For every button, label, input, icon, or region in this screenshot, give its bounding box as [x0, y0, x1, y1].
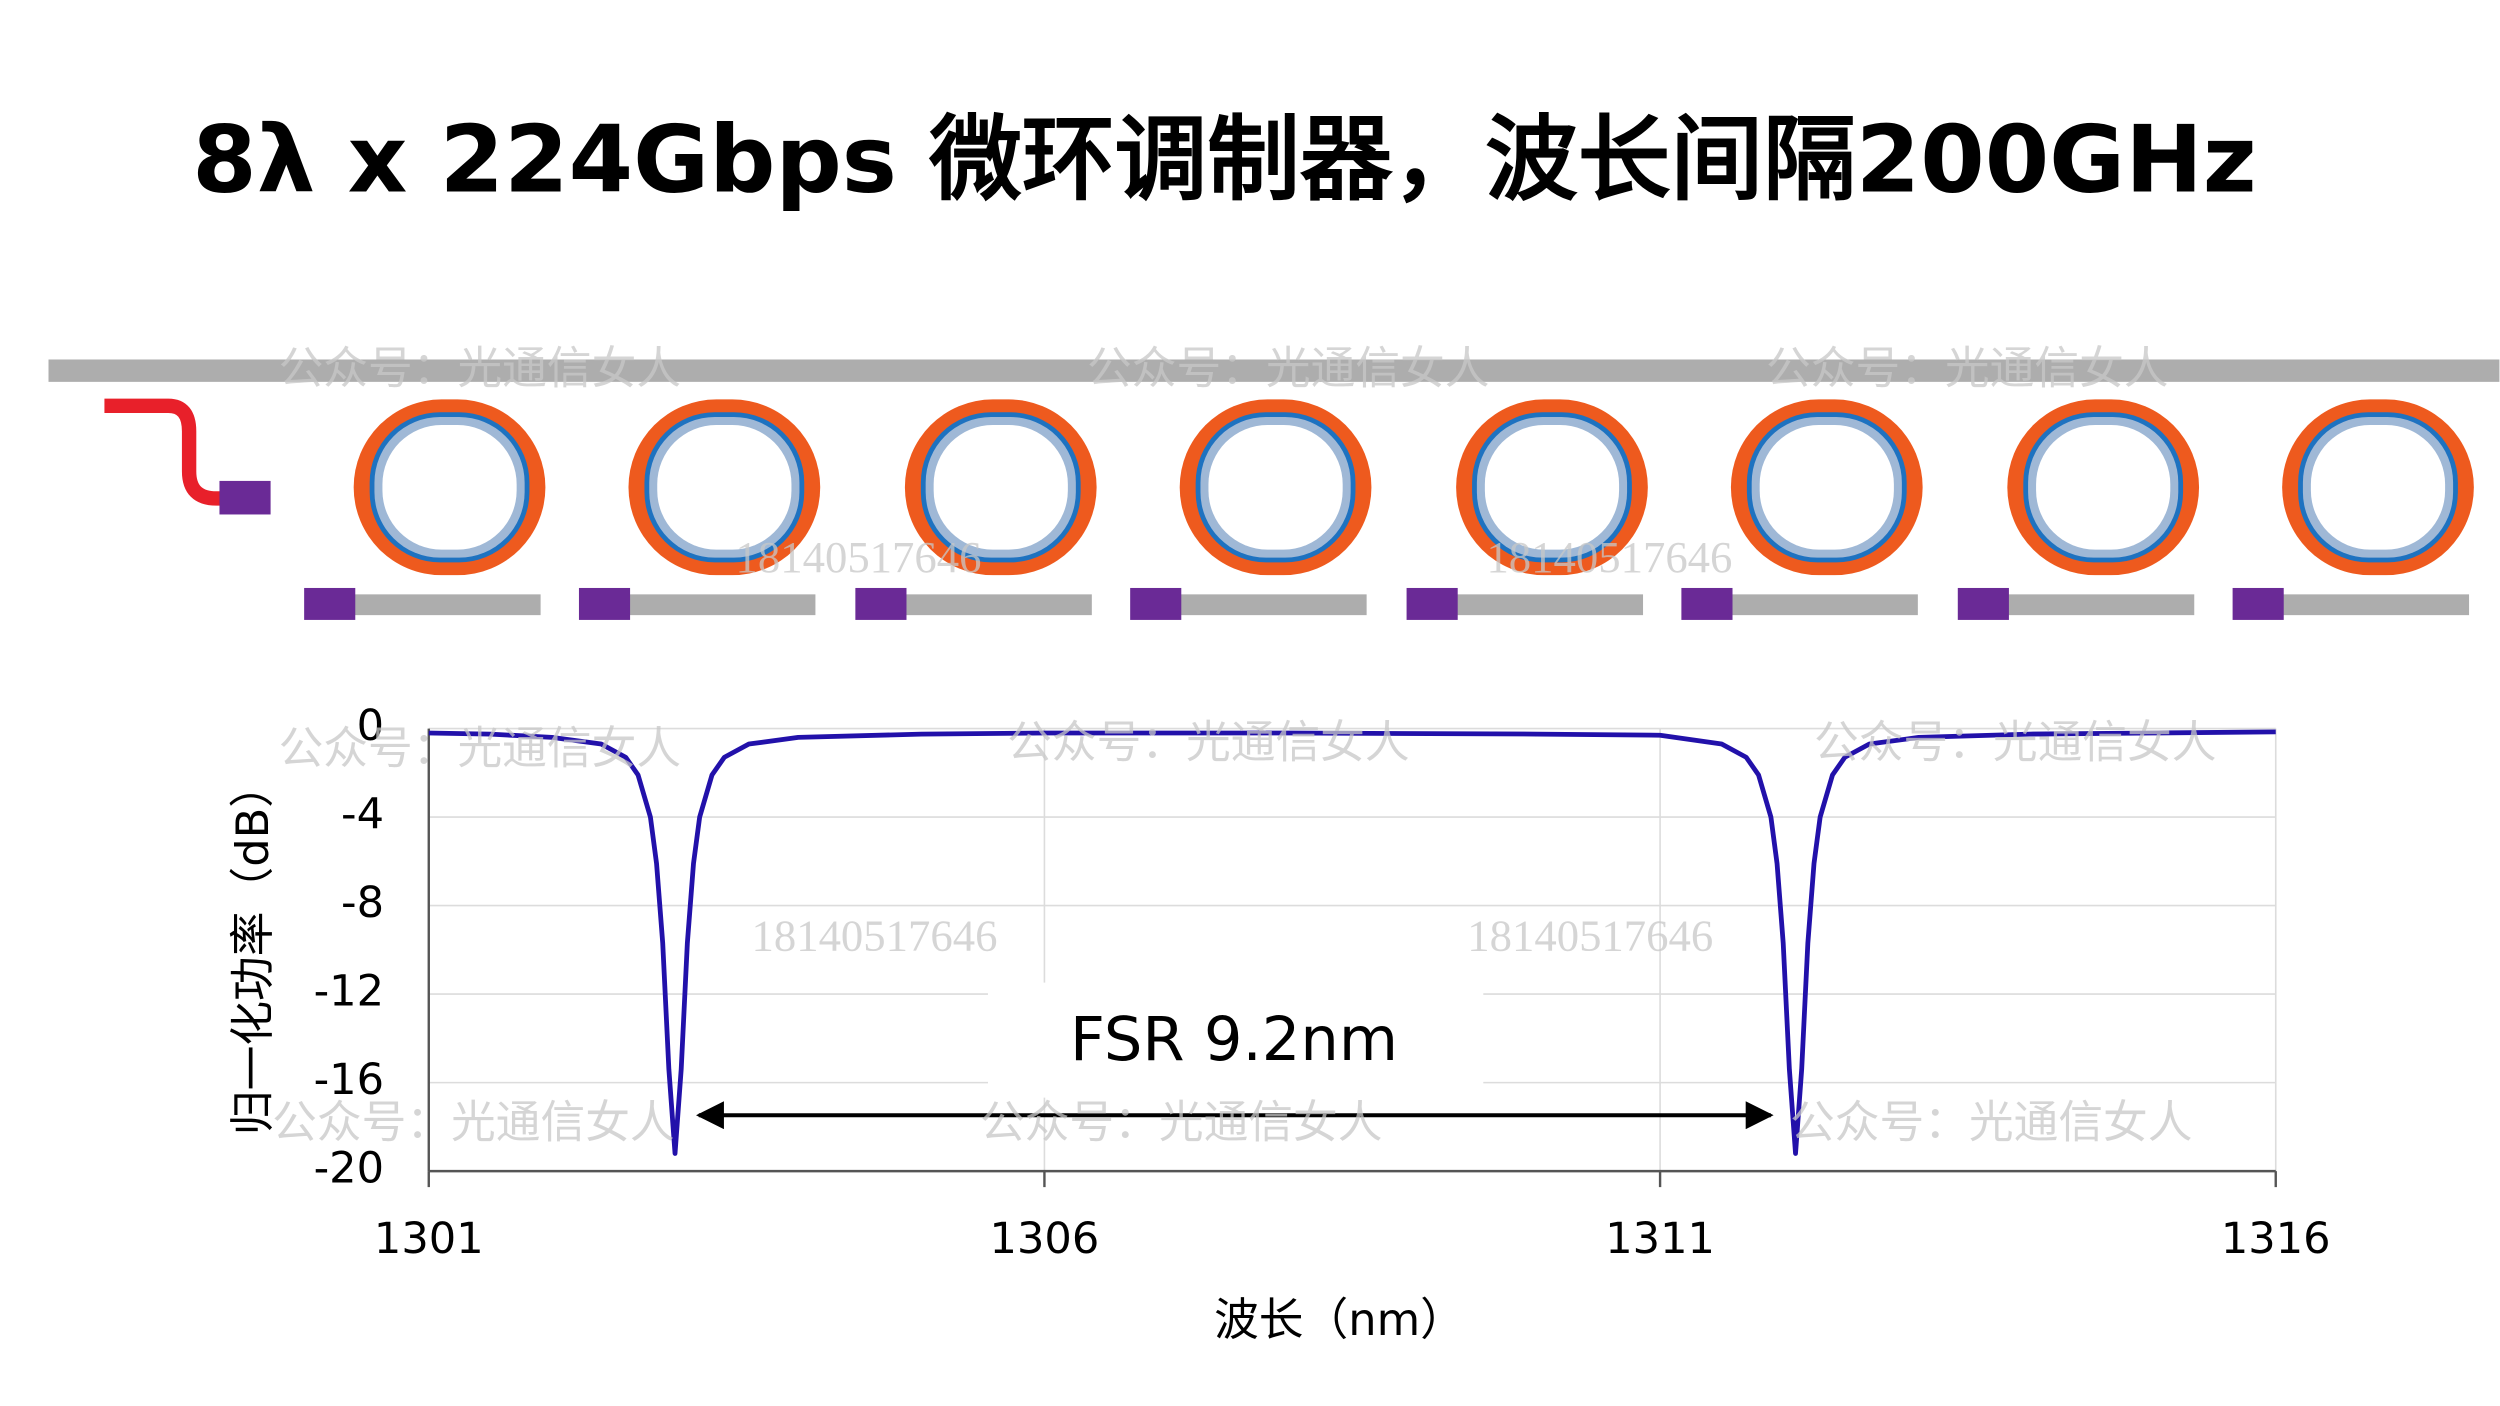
ring-inner — [1759, 424, 1894, 550]
heater-bar — [2282, 594, 2470, 616]
ring-inner — [1208, 424, 1343, 550]
watermark: 公众号：光通信女人 — [980, 1098, 1382, 1148]
ring-diagram — [48, 359, 2500, 620]
y-tick-label: -4 — [341, 790, 384, 840]
watermark: 公众号：光通信女人 — [1087, 343, 1489, 393]
y-tick-label: -20 — [314, 1144, 384, 1194]
pad — [1406, 587, 1458, 620]
ring-inner — [933, 424, 1068, 550]
pad — [219, 480, 271, 515]
watermark: 公众号：光通信女人 — [1766, 343, 2168, 393]
pad — [1957, 587, 2009, 620]
ring-inner — [1484, 424, 1620, 550]
annotation: FSR 9.2nm — [1070, 1005, 1398, 1075]
y-axis-label: 归一化功率（dB） — [226, 763, 279, 1135]
ring-inner — [382, 424, 517, 550]
watermark: 18140517646 — [752, 911, 998, 961]
watermark: 公众号：光通信女人 — [1814, 717, 2216, 767]
watermark: 18140517646 — [736, 532, 982, 582]
pad — [1130, 587, 1182, 620]
annotation-box — [987, 982, 1484, 1098]
pad — [855, 587, 907, 620]
watermark: 公众号：光通信女人 — [279, 343, 681, 393]
pad — [578, 587, 631, 620]
watermark: 公众号：光通信女人 — [1007, 717, 1409, 767]
y-tick-label: -16 — [314, 1055, 384, 1105]
heater-bar — [904, 594, 1092, 616]
heater-bar — [1730, 594, 1918, 616]
y-tick-label: 0 — [357, 701, 384, 751]
title: 8λ x 224Gbps 微环调制器，波长间隔200GHz — [192, 106, 2256, 214]
y-tick-label: -8 — [341, 878, 384, 928]
pad — [1681, 587, 1733, 620]
plot: 0 -4 -8 -12 -16 -20 1301 1306 1311 1316 波长（nm） 归一化功… — [226, 701, 2330, 1346]
ring-inner — [2036, 424, 2171, 550]
heater-bar — [1179, 594, 1367, 616]
heater-bar — [1456, 594, 1644, 616]
ring-inner — [2310, 424, 2446, 550]
watermark: 18140517646 — [1467, 911, 1713, 961]
heater-bar — [353, 594, 541, 616]
bus-waveguide — [48, 359, 2500, 382]
watermark: 公众号：光通信女人 — [279, 724, 681, 774]
watermark: 公众号：光通信女人 — [1790, 1098, 2192, 1148]
heater-bar — [628, 594, 816, 616]
watermark: 18140517646 — [1486, 532, 1732, 582]
pad — [304, 587, 356, 620]
ring-inner — [657, 424, 792, 550]
x-axis-label: 波长（nm） — [1214, 1293, 1465, 1346]
data-line — [428, 729, 2276, 1156]
x-tick-label: 1316 — [2221, 1214, 2331, 1264]
pad — [2232, 587, 2284, 620]
x-tick-label: 1301 — [374, 1214, 484, 1264]
y-tick-label: -12 — [314, 967, 384, 1017]
input-waveguide — [104, 398, 225, 506]
heater-bar — [2007, 594, 2195, 616]
x-tick-label: 1311 — [1605, 1214, 1715, 1264]
x-tick-label: 1306 — [990, 1214, 1100, 1264]
watermark: 公众号：光通信女人 — [272, 1098, 674, 1148]
